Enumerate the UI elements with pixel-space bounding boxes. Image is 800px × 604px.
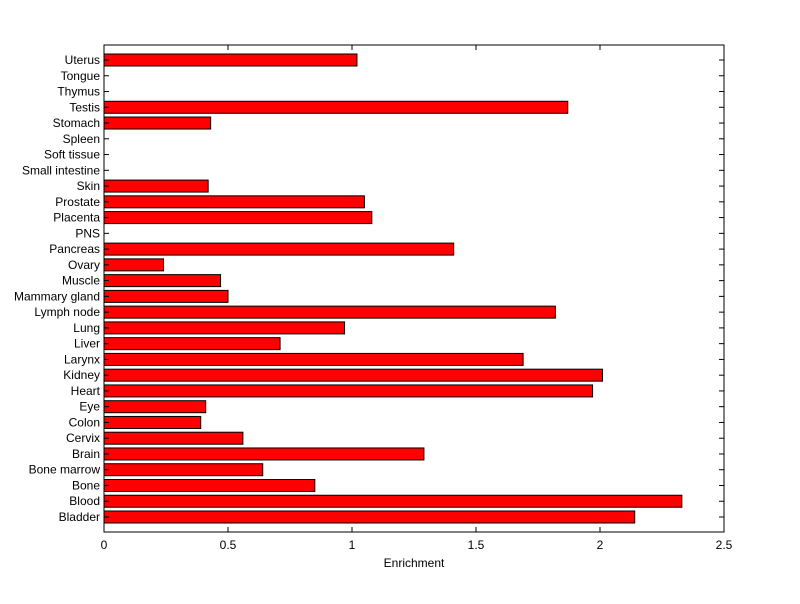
bar xyxy=(103,494,683,508)
bar xyxy=(103,100,569,114)
y-tick-label: Heart xyxy=(71,384,101,398)
y-tick-label: Bladder xyxy=(59,510,100,524)
y-tick-label: Pancreas xyxy=(49,242,100,256)
x-tick-label: 1.5 xyxy=(468,538,485,552)
bar xyxy=(103,305,556,319)
bar xyxy=(103,116,212,130)
y-tick-label: Prostate xyxy=(55,195,100,209)
bar xyxy=(103,415,202,429)
x-tick-label: 2.5 xyxy=(716,538,733,552)
bar xyxy=(103,384,594,398)
y-tick-label: Kidney xyxy=(63,368,100,382)
x-tick-label: 1 xyxy=(349,538,356,552)
y-tick-label: Skin xyxy=(77,179,100,193)
bar xyxy=(103,53,358,67)
bar xyxy=(103,211,373,225)
x-tick-label: 0.5 xyxy=(220,538,237,552)
y-tick-label: Blood xyxy=(69,494,100,508)
bar xyxy=(103,242,455,256)
bar xyxy=(103,258,165,272)
bar xyxy=(103,463,264,477)
bar xyxy=(103,337,281,351)
bar xyxy=(103,400,207,414)
y-tick-label: Testis xyxy=(69,100,100,114)
y-tick-label: Ovary xyxy=(68,258,100,272)
bar xyxy=(103,321,346,335)
y-tick-label: Lung xyxy=(73,321,100,335)
y-tick-label: Soft tissue xyxy=(44,148,100,162)
bar xyxy=(103,431,244,445)
y-tick-label: Tongue xyxy=(61,69,101,83)
bar xyxy=(103,195,365,209)
y-tick-label: Small intestine xyxy=(22,163,100,177)
y-tick-label: Thymus xyxy=(57,85,100,99)
y-tick-label: Bone xyxy=(72,478,100,492)
x-tick-label: 0 xyxy=(101,538,108,552)
x-axis-label: Enrichment xyxy=(384,556,445,570)
bar xyxy=(103,274,222,288)
bar xyxy=(103,352,524,366)
y-tick-label: PNS xyxy=(75,226,100,240)
y-tick-label: Placenta xyxy=(53,211,100,225)
bar xyxy=(103,289,229,303)
bar xyxy=(103,510,636,524)
ticks-layer xyxy=(103,45,725,532)
y-tick-label: Muscle xyxy=(62,274,100,288)
y-tick-label: Colon xyxy=(69,415,100,429)
y-tick-label: Stomach xyxy=(53,116,100,130)
x-tick-label: 2 xyxy=(597,538,604,552)
y-tick-label: Uterus xyxy=(65,53,100,67)
y-tick-label: Liver xyxy=(74,337,100,351)
y-tick-label: Cervix xyxy=(66,431,100,445)
y-tick-label: Larynx xyxy=(64,352,100,366)
y-tick-label: Lymph node xyxy=(34,305,100,319)
bar xyxy=(103,478,316,492)
y-tick-label: Brain xyxy=(72,447,100,461)
y-tick-label: Bone marrow xyxy=(29,463,101,477)
bar xyxy=(103,447,425,461)
plot-frame xyxy=(103,44,725,533)
y-tick-label: Mammary gland xyxy=(14,289,100,303)
y-tick-label: Eye xyxy=(79,400,100,414)
bar xyxy=(103,368,603,382)
bar xyxy=(103,179,209,193)
y-tick-label: Spleen xyxy=(63,132,100,146)
